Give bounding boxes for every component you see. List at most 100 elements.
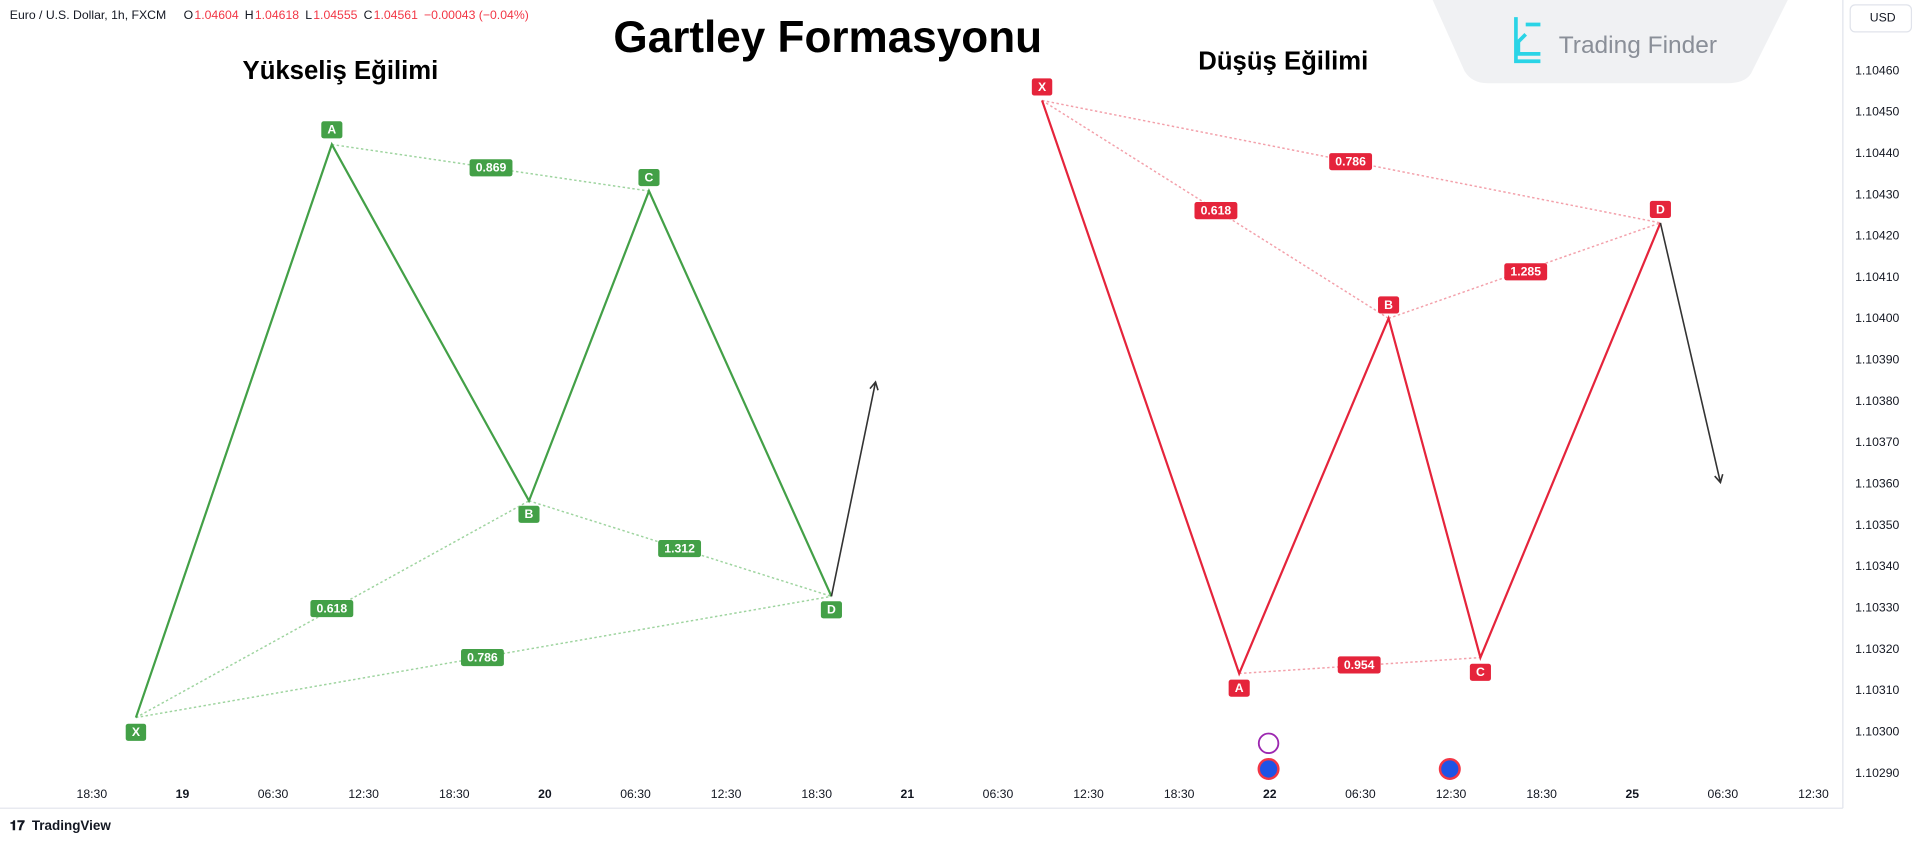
point-label-bg	[518, 505, 540, 523]
time-tick-label: 18:30	[1164, 787, 1195, 801]
ohlc-key: H	[245, 8, 254, 22]
point-label-text: X	[1038, 80, 1047, 94]
ratio-label-bg	[1337, 656, 1381, 674]
ratio-label: 0.618	[1194, 202, 1238, 220]
ohlc-value: 1.04561	[374, 8, 418, 22]
point-label-bg	[1649, 200, 1671, 218]
bullish-title: Yükseliş Eğilimi	[243, 57, 439, 85]
ratio-line	[1239, 656, 1481, 675]
ohlc-key: L	[305, 8, 312, 22]
bearish-title: Düşüş Eğilimi	[1198, 47, 1368, 75]
time-tick-label: 25	[1625, 787, 1639, 801]
time-tick-label: 06:30	[1345, 787, 1376, 801]
ratio-label-bg	[1504, 263, 1548, 281]
currency-box	[1849, 4, 1913, 33]
price-tick-label: 1.10320	[1855, 642, 1899, 656]
arrow-head	[869, 380, 879, 391]
ratio-label: 0.954	[1337, 656, 1381, 674]
event-icon[interactable]	[1257, 757, 1280, 781]
ratio-label-bg	[658, 540, 702, 558]
time-tick-label: 18:30	[439, 787, 470, 801]
ratio-label: 0.786	[461, 649, 504, 667]
point-label-text: A	[1235, 681, 1244, 695]
point-label: A	[321, 121, 343, 139]
time-tick-label: 18:30	[77, 787, 108, 801]
ratio-label: 1.312	[658, 540, 702, 558]
price-tick-label: 1.10430	[1855, 187, 1899, 201]
ratio-label-bg	[469, 159, 513, 177]
price-tick-label: 1.10310	[1855, 683, 1899, 697]
time-tick-label: 06:30	[258, 787, 289, 801]
ratio-label: 0.786	[1329, 153, 1373, 171]
price-tick-label: 1.10390	[1855, 353, 1899, 367]
header-change: −0.00043 (−0.04%)	[424, 8, 529, 22]
time-tick-label: 18:30	[1526, 787, 1557, 801]
time-tick-label: 12:30	[1798, 787, 1829, 801]
point-label: C	[638, 169, 660, 187]
point-label-bg	[1228, 679, 1250, 697]
pattern-leg	[134, 141, 833, 718]
footer-brand: TradingView	[32, 818, 112, 833]
price-tick-label: 1.10400	[1855, 311, 1899, 325]
ratio-label: 0.869	[469, 159, 513, 177]
point-label-bg	[1031, 78, 1053, 96]
point-label: C	[1469, 663, 1491, 681]
point-label: D	[820, 601, 842, 619]
ratio-label-text: 0.618	[317, 601, 348, 615]
ratio-label-text: 0.618	[1201, 203, 1232, 217]
point-label-text: X	[132, 725, 141, 739]
footer-icon: 𝟏𝟕	[10, 818, 25, 833]
point-label-bg	[820, 601, 842, 619]
ratio-label-text: 0.786	[1335, 154, 1366, 168]
ohlc-value: 1.04618	[255, 8, 299, 22]
price-tick-label: 1.10340	[1855, 559, 1899, 573]
price-tick-label: 1.10410	[1855, 270, 1899, 284]
point-label-text: D	[827, 603, 836, 617]
ratio-label-bg	[461, 649, 504, 667]
point-label-text: C	[645, 170, 654, 184]
time-tick-label: 19	[176, 787, 190, 801]
point-label: B	[518, 505, 540, 523]
point-label-text: A	[327, 123, 336, 137]
point-label: B	[1378, 296, 1400, 314]
logo-text: Trading Finder	[1559, 32, 1717, 59]
price-tick-label: 1.10380	[1855, 394, 1899, 408]
point-label-bg	[125, 723, 147, 741]
time-tick-label: 12:30	[348, 787, 379, 801]
point-label-bg	[638, 169, 660, 187]
ratio-label-text: 0.954	[1344, 658, 1375, 672]
price-tick-label: 1.10330	[1855, 601, 1899, 615]
price-tick-label: 1.10440	[1855, 146, 1899, 160]
ratio-label-bg	[310, 600, 354, 618]
point-label-bg	[321, 121, 343, 139]
point-label: D	[1649, 200, 1671, 218]
price-tick-label: 1.10450	[1855, 105, 1899, 119]
ratio-label-text: 0.869	[476, 161, 507, 175]
time-tick-label: 20	[538, 787, 552, 801]
ratio-label-bg	[1194, 202, 1238, 220]
ohlc-value: 1.04555	[313, 8, 357, 22]
price-tick-label: 1.10460	[1855, 63, 1899, 77]
ratio-line	[135, 500, 530, 719]
point-label-text: B	[1384, 298, 1393, 312]
point-label: A	[1228, 679, 1250, 697]
time-tick-label: 06:30	[983, 787, 1014, 801]
pattern-leg	[1040, 100, 1662, 677]
ratio-label: 0.618	[310, 600, 354, 618]
arrow-head	[1714, 474, 1724, 485]
event-icon[interactable]	[1257, 732, 1280, 755]
projection-arrow	[1659, 222, 1722, 483]
price-tick-label: 1.10350	[1855, 518, 1899, 532]
price-tick-label: 1.10420	[1855, 229, 1899, 243]
logo-icon	[1514, 17, 1541, 64]
ratio-label-text: 1.312	[664, 541, 695, 555]
price-tick-label: 1.10290	[1855, 766, 1899, 780]
price-tick-label: 1.10360	[1855, 477, 1899, 491]
title: Gartley Formasyonu	[613, 13, 1042, 62]
event-icon[interactable]	[1438, 757, 1461, 781]
point-label-bg	[1378, 296, 1400, 314]
point-label-bg	[1469, 663, 1491, 681]
point-label: X	[125, 723, 147, 741]
time-tick-label: 22	[1263, 787, 1277, 801]
